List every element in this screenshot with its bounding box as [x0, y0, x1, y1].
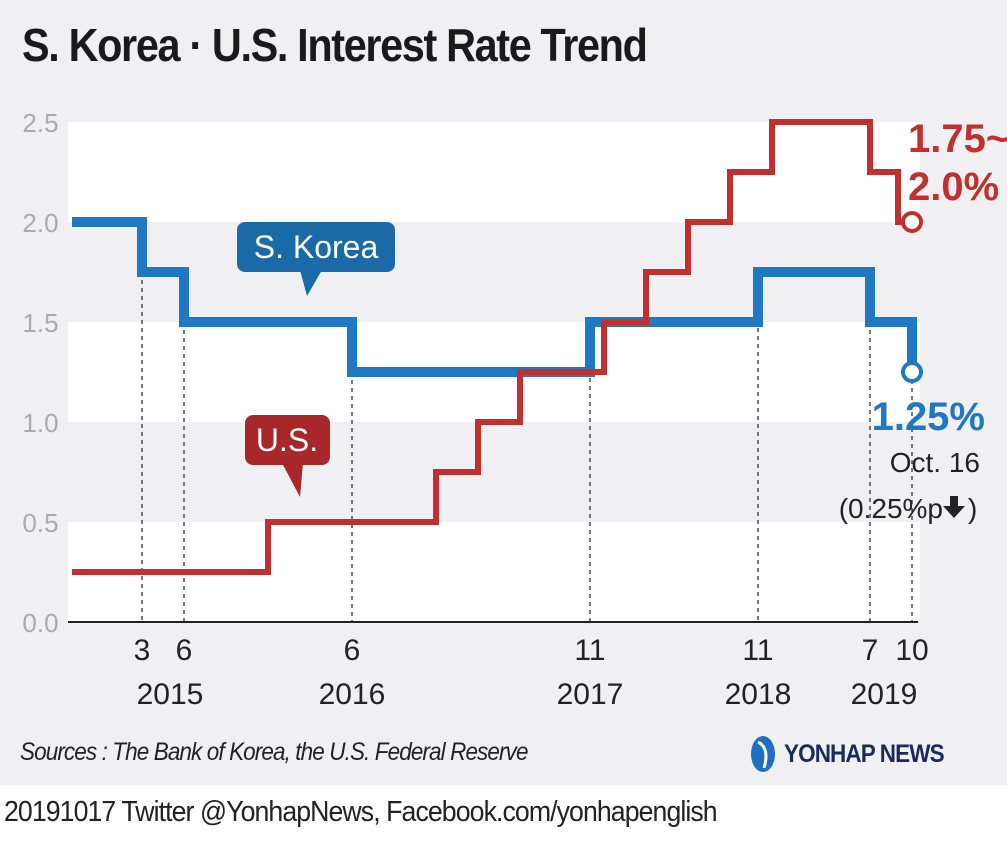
y-tick-label: 2.0 — [22, 208, 58, 238]
y-tick-label: 0.5 — [22, 508, 58, 538]
year-label: 2015 — [137, 678, 204, 711]
korea-callout-label: S. Korea — [254, 229, 379, 265]
korea-callout-box — [237, 222, 395, 272]
us-callout-label: U.S. — [256, 422, 318, 458]
footer-credits: 20191017 Twitter @YonhapNews, Facebook.c… — [4, 796, 718, 828]
us-end-marker — [901, 211, 923, 233]
logo-text: YONHAP NEWS — [784, 739, 945, 768]
x-tick-label: 3 — [134, 634, 151, 667]
x-tick-label: 11 — [742, 634, 773, 667]
yonhap-logo: YONHAP NEWS — [748, 734, 961, 774]
us-end-label-line2: 2.0% — [908, 165, 999, 209]
year-label: 2016 — [319, 678, 386, 711]
grid-band — [68, 122, 920, 222]
year-label: 2019 — [851, 678, 918, 711]
korea-end-date: Oct. 16 — [890, 447, 980, 478]
korea-callout-pointer — [300, 270, 322, 296]
yonhap-globe-icon — [751, 736, 775, 772]
korea-end-marker — [901, 361, 923, 383]
down-arrow-icon — [943, 496, 965, 518]
us-end-label-line1: 1.75~ — [908, 117, 1007, 161]
closing-paren: ) — [968, 493, 977, 524]
korea-end-label: 1.25% — [872, 395, 985, 439]
x-tick-label: 6 — [176, 634, 193, 667]
korea-end-change: (0.25%p — [839, 493, 943, 524]
chart-title: S. Korea · U.S. Interest Rate Trend — [22, 19, 648, 71]
us-rate-line — [72, 119, 912, 575]
y-tick-label: 1.0 — [22, 408, 58, 438]
us-callout-pointer — [282, 463, 303, 497]
x-tick-label: 6 — [344, 634, 361, 667]
y-tick-label: 1.5 — [22, 308, 58, 338]
sources-note: Sources : The Bank of Korea, the U.S. Fe… — [20, 738, 528, 766]
year-label: 2017 — [557, 678, 624, 711]
x-tick-label: 10 — [895, 634, 928, 667]
us-callout-box — [245, 415, 330, 465]
y-tick-label: 2.5 — [22, 108, 58, 138]
year-label: 2018 — [725, 678, 792, 711]
y-tick-label: 0.0 — [22, 608, 58, 638]
x-tick-label: 11 — [574, 634, 605, 667]
x-tick-label: 7 — [862, 634, 879, 667]
